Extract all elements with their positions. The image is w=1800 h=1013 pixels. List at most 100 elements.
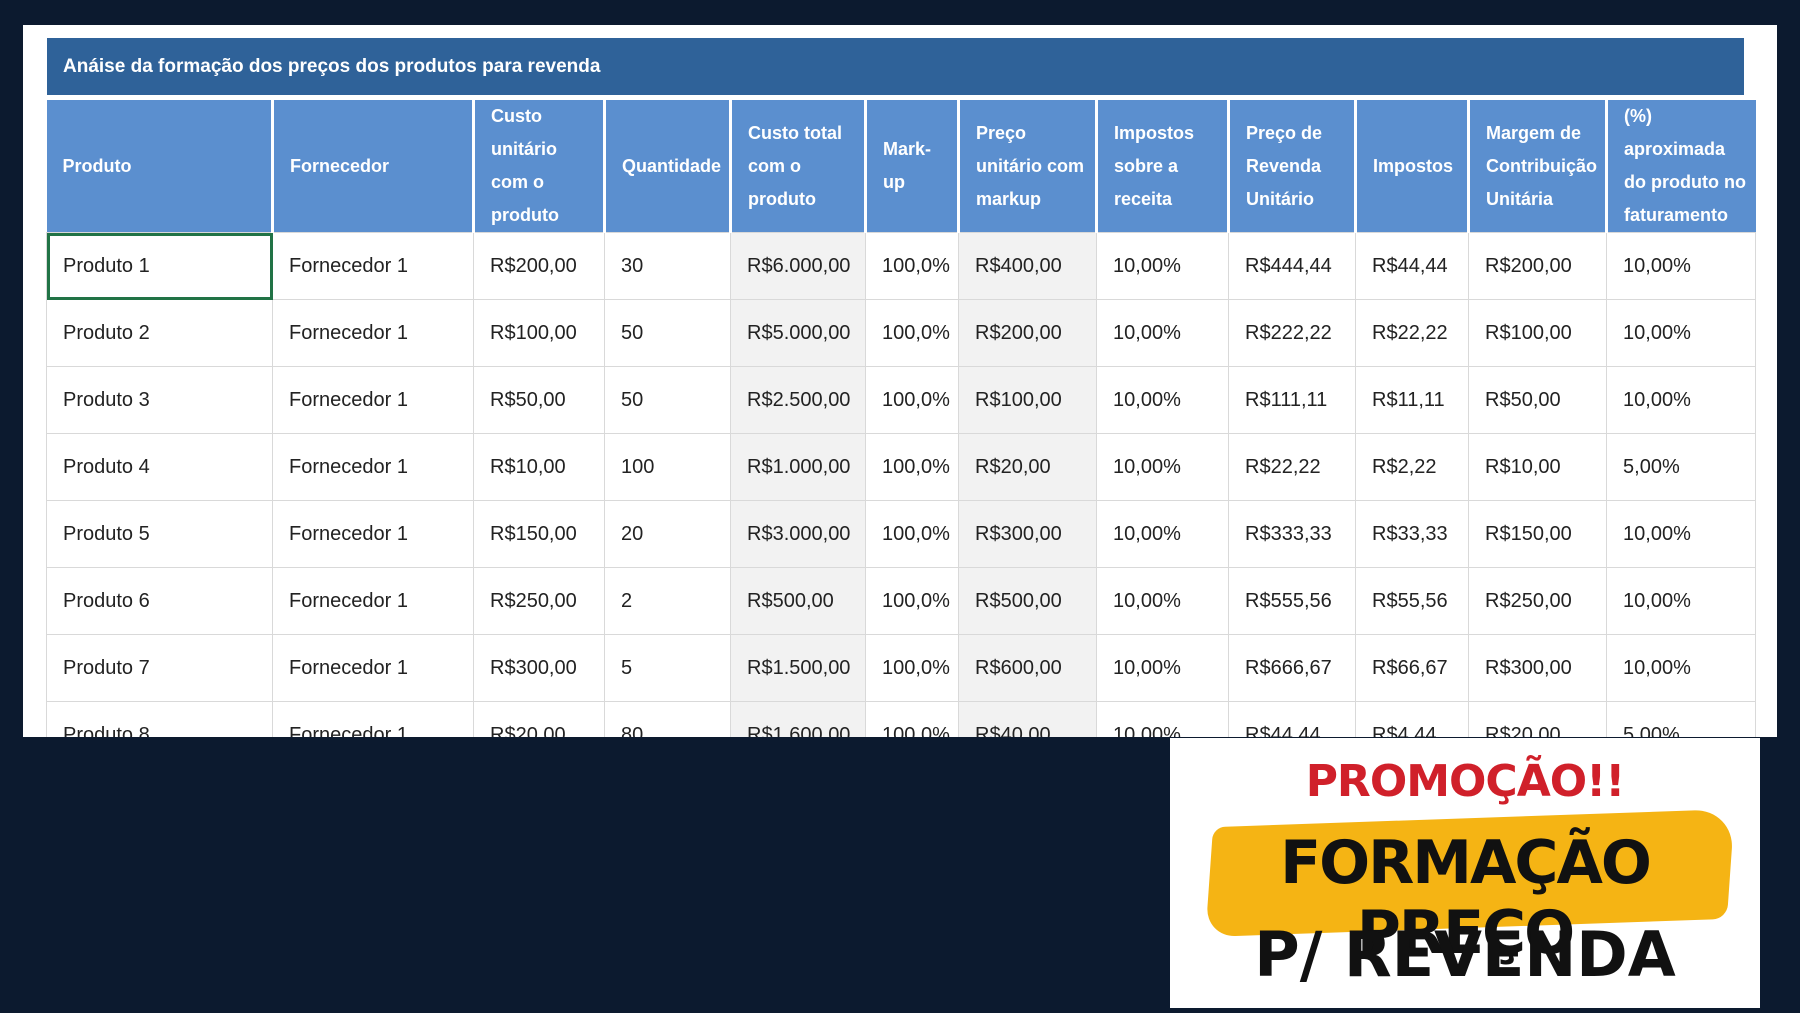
table-cell[interactable]: R$444,44 bbox=[1228, 232, 1357, 300]
table-cell[interactable]: 100,0% bbox=[865, 299, 960, 367]
table-cell[interactable]: Fornecedor 1 bbox=[272, 299, 474, 367]
table-cell[interactable]: 10,00% bbox=[1606, 299, 1757, 367]
table-cell[interactable]: 10,00% bbox=[1096, 366, 1230, 434]
table-cell[interactable]: 5,00% bbox=[1606, 433, 1757, 501]
table-cell[interactable]: 100,0% bbox=[865, 500, 960, 568]
table-cell[interactable]: 100,0% bbox=[865, 232, 960, 300]
table-cell[interactable]: R$100,00 bbox=[473, 299, 605, 367]
table-cell[interactable]: Produto 2 bbox=[46, 299, 273, 367]
table-cell[interactable]: R$222,22 bbox=[1228, 299, 1357, 367]
table-cell[interactable]: R$50,00 bbox=[1468, 366, 1608, 434]
table-cell[interactable]: 20 bbox=[603, 500, 732, 568]
table-cell[interactable]: R$55,56 bbox=[1355, 567, 1470, 635]
table-cell[interactable]: R$20,00 bbox=[473, 701, 605, 737]
table-cell[interactable]: Fornecedor 1 bbox=[272, 366, 474, 434]
table-cell[interactable]: 10,00% bbox=[1096, 567, 1230, 635]
table-cell[interactable]: R$22,22 bbox=[1228, 433, 1357, 501]
table-cell[interactable]: R$10,00 bbox=[1468, 433, 1608, 501]
table-cell[interactable]: R$500,00 bbox=[730, 567, 867, 635]
table-cell[interactable]: R$300,00 bbox=[473, 634, 605, 702]
table-cell[interactable]: R$33,33 bbox=[1355, 500, 1470, 568]
table-cell[interactable]: R$300,00 bbox=[958, 500, 1098, 568]
table-cell[interactable]: R$250,00 bbox=[473, 567, 605, 635]
table-cell[interactable]: R$200,00 bbox=[958, 299, 1098, 367]
column-header[interactable]: Margem de Contribuição Unitária bbox=[1467, 100, 1607, 233]
table-cell[interactable]: R$500,00 bbox=[958, 567, 1098, 635]
table-cell[interactable]: Fornecedor 1 bbox=[272, 567, 474, 635]
table-cell[interactable]: R$11,11 bbox=[1355, 366, 1470, 434]
column-header[interactable]: Impostos bbox=[1354, 100, 1469, 233]
table-cell[interactable]: R$6.000,00 bbox=[730, 232, 867, 300]
table-cell[interactable]: R$40,00 bbox=[958, 701, 1098, 737]
table-cell[interactable]: Fornecedor 1 bbox=[272, 232, 474, 300]
table-cell[interactable]: Produto 8 bbox=[46, 701, 273, 737]
table-cell[interactable]: 10,00% bbox=[1096, 701, 1230, 737]
column-header[interactable]: Custo unitário com o produto bbox=[472, 100, 605, 233]
table-cell[interactable]: 100 bbox=[603, 433, 732, 501]
table-cell[interactable]: R$250,00 bbox=[1468, 567, 1608, 635]
table-cell[interactable]: 10,00% bbox=[1096, 232, 1230, 300]
table-cell[interactable]: R$300,00 bbox=[1468, 634, 1608, 702]
table-cell[interactable]: 100,0% bbox=[865, 567, 960, 635]
column-header[interactable]: Custo total com o produto bbox=[729, 100, 866, 233]
table-cell[interactable]: R$200,00 bbox=[473, 232, 605, 300]
table-cell[interactable]: 5,00% bbox=[1606, 701, 1757, 737]
table-cell[interactable]: 10,00% bbox=[1606, 500, 1757, 568]
table-cell[interactable]: 30 bbox=[603, 232, 732, 300]
table-cell[interactable]: Produto 5 bbox=[46, 500, 273, 568]
column-header[interactable]: Preço de Revenda Unitário bbox=[1227, 100, 1356, 233]
table-cell[interactable]: 50 bbox=[603, 366, 732, 434]
table-cell[interactable]: R$666,67 bbox=[1228, 634, 1357, 702]
column-header[interactable]: Preço unitário com markup bbox=[957, 100, 1097, 233]
table-cell[interactable]: R$200,00 bbox=[1468, 232, 1608, 300]
table-cell[interactable]: R$20,00 bbox=[1468, 701, 1608, 737]
column-header[interactable]: Mark-up bbox=[864, 100, 959, 233]
table-cell[interactable]: R$1.500,00 bbox=[730, 634, 867, 702]
table-cell[interactable]: 10,00% bbox=[1096, 433, 1230, 501]
table-cell[interactable]: R$100,00 bbox=[958, 366, 1098, 434]
column-header[interactable]: Impostos sobre a receita bbox=[1095, 100, 1229, 233]
table-cell[interactable]: 80 bbox=[603, 701, 732, 737]
table-cell[interactable]: Fornecedor 1 bbox=[272, 634, 474, 702]
table-cell[interactable]: 10,00% bbox=[1096, 299, 1230, 367]
table-cell[interactable]: R$333,33 bbox=[1228, 500, 1357, 568]
table-cell[interactable]: 10,00% bbox=[1606, 634, 1757, 702]
table-cell[interactable]: Fornecedor 1 bbox=[272, 500, 474, 568]
table-cell[interactable]: R$66,67 bbox=[1355, 634, 1470, 702]
table-cell[interactable]: 100,0% bbox=[865, 433, 960, 501]
table-cell[interactable]: Produto 7 bbox=[46, 634, 273, 702]
table-cell[interactable]: 100,0% bbox=[865, 701, 960, 737]
table-cell[interactable]: 10,00% bbox=[1606, 366, 1757, 434]
table-cell[interactable]: R$44,44 bbox=[1228, 701, 1357, 737]
table-cell[interactable]: R$400,00 bbox=[958, 232, 1098, 300]
table-cell[interactable]: R$111,11 bbox=[1228, 366, 1357, 434]
table-cell[interactable]: 50 bbox=[603, 299, 732, 367]
column-header[interactable]: Quantidade bbox=[602, 100, 731, 233]
table-cell[interactable]: R$150,00 bbox=[473, 500, 605, 568]
table-cell[interactable]: 100,0% bbox=[865, 366, 960, 434]
table-cell[interactable]: 2 bbox=[603, 567, 732, 635]
column-header[interactable]: Produto bbox=[46, 100, 273, 233]
table-cell[interactable]: R$1.600,00 bbox=[730, 701, 867, 737]
table-cell[interactable]: R$44,44 bbox=[1355, 232, 1470, 300]
table-cell[interactable]: R$3.000,00 bbox=[730, 500, 867, 568]
table-cell[interactable]: R$2,22 bbox=[1355, 433, 1470, 501]
table-cell[interactable]: Produto 4 bbox=[46, 433, 273, 501]
table-cell[interactable]: Produto 3 bbox=[46, 366, 273, 434]
table-cell[interactable]: R$1.000,00 bbox=[730, 433, 867, 501]
table-cell[interactable]: 5 bbox=[603, 634, 732, 702]
table-cell[interactable]: R$100,00 bbox=[1468, 299, 1608, 367]
table-cell[interactable]: Produto 6 bbox=[46, 567, 273, 635]
column-header[interactable]: (%) aproximada do produto no faturamento bbox=[1605, 100, 1756, 233]
table-cell[interactable]: R$50,00 bbox=[473, 366, 605, 434]
table-cell[interactable]: R$20,00 bbox=[958, 433, 1098, 501]
table-cell[interactable]: Fornecedor 1 bbox=[272, 433, 474, 501]
column-header[interactable]: Fornecedor bbox=[271, 100, 474, 233]
table-cell[interactable]: R$150,00 bbox=[1468, 500, 1608, 568]
table-cell[interactable]: R$4,44 bbox=[1355, 701, 1470, 737]
table-cell[interactable]: 10,00% bbox=[1096, 500, 1230, 568]
table-cell[interactable]: 10,00% bbox=[1606, 232, 1757, 300]
table-cell[interactable]: R$600,00 bbox=[958, 634, 1098, 702]
table-cell[interactable]: 100,0% bbox=[865, 634, 960, 702]
table-cell[interactable]: Fornecedor 1 bbox=[272, 701, 474, 737]
